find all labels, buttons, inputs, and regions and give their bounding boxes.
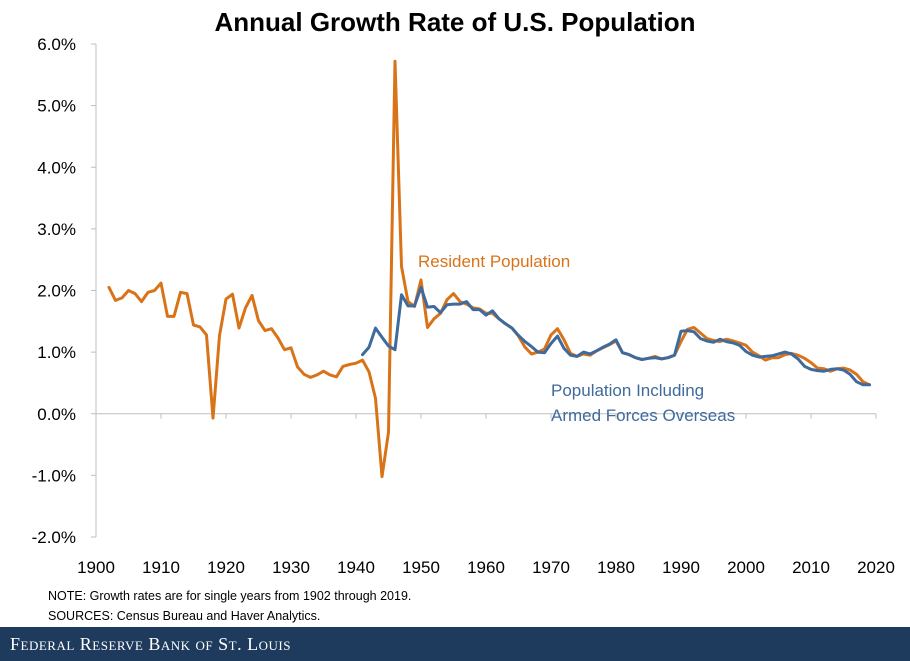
y-tick-label: 2.0% [37,282,76,301]
x-tick-label: 1910 [142,558,180,577]
y-tick-label: 6.0% [37,35,76,54]
y-tick-label: 5.0% [37,97,76,116]
axes: -2.0% -1.0% 0.0% 1.0% 2.0% 3.0% 4.0% 5.0% 6.0% 19… [32,35,895,577]
armed-forces-annotation-line1: Population Including [551,381,704,400]
x-tick-label: 1990 [662,558,700,577]
x-tick-label: 1900 [77,558,115,577]
y-tick-label: 3.0% [37,220,76,239]
x-tick-label: 1970 [532,558,570,577]
x-tick-label: 1980 [597,558,635,577]
y-tick-label: -2.0% [32,528,76,547]
armed-forces-annotation-line2: Armed Forces Overseas [551,406,735,425]
series-layer [107,59,871,479]
x-tick-label: 1960 [467,558,505,577]
brand-logo-text: Federal Reserve Bank of St. Louis [10,634,291,654]
chart: Annual Growth Rate of U.S. Population -2… [32,7,895,577]
x-tick-label: 2010 [792,558,830,577]
resident-population-annotation: Resident Population [418,252,570,271]
x-tick-label: 2020 [857,558,895,577]
x-tick-label: 1930 [272,558,310,577]
chart-note: NOTE: Growth rates are for single years … [48,589,412,603]
y-tick-label: 4.0% [37,158,76,177]
x-tick-label: 1940 [337,558,375,577]
y-tick-label: -1.0% [32,466,76,485]
footer-bar: Federal Reserve Bank of St. Louis [0,627,910,661]
chart-sources: SOURCES: Census Bureau and Haver Analyti… [48,609,321,623]
x-tick-label: 1950 [402,558,440,577]
y-tick-label: 1.0% [37,343,76,362]
series-line-population-incl-armed-forces [361,285,871,387]
y-tick-label: 0.0% [37,405,76,424]
x-tick-label: 2000 [727,558,765,577]
chart-title: Annual Growth Rate of U.S. Population [215,7,696,37]
x-tick-label: 1920 [207,558,245,577]
